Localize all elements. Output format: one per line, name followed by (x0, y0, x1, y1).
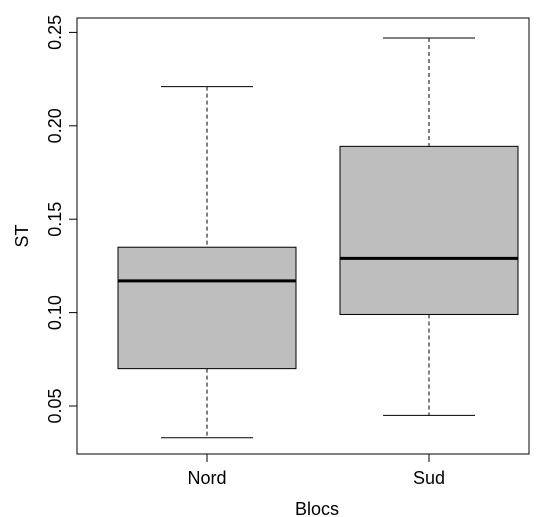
y-axis-label: ST (12, 224, 32, 247)
box-nord (117, 86, 297, 439)
x-tick-label-sud: Sud (413, 468, 445, 488)
iqr-box-sud (339, 145, 519, 315)
y-tick-label: 0.10 (45, 295, 65, 330)
iqr-box-nord (117, 246, 297, 370)
x-tick-label-nord: Nord (187, 468, 226, 488)
y-tick-label: 0.05 (45, 388, 65, 423)
box-marks (117, 37, 519, 439)
y-tick-label: 0.25 (45, 15, 65, 50)
x-axis: Nord Sud (187, 454, 445, 488)
x-axis-label: Blocs (295, 499, 339, 517)
y-tick-label: 0.20 (45, 108, 65, 143)
box-sud (339, 37, 519, 416)
y-axis: 0.05 0.10 0.15 0.20 0.25 (45, 15, 78, 424)
y-tick-label: 0.15 (45, 202, 65, 237)
